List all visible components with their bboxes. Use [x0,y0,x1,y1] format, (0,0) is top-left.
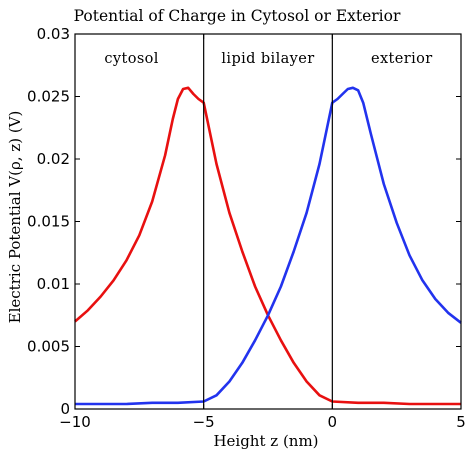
y-tick-label: 0.025 [27,88,70,106]
y-tick-label: 0.01 [37,275,70,293]
y-tick-label: 0.02 [37,150,70,168]
x-tick-label: 5 [456,413,466,431]
x-axis-label: Height z (nm) [213,432,318,450]
y-tick-label: 0.03 [37,25,70,43]
y-tick-label: 0.015 [27,213,70,231]
y-axis-label: Electric Potential V(ρ, z) (V) [6,111,24,324]
y-tick-label: 0 [60,400,70,418]
region-label: exterior [371,51,433,67]
x-tick-label: 0 [328,413,338,431]
series-line-2 [75,86,462,406]
x-tick-label: −5 [193,413,215,431]
chart-title: Potential of Charge in Cytosol or Exteri… [74,7,401,25]
plot-frame [74,33,462,410]
y-tick-label: 0.005 [27,338,70,356]
region-label: cytosol [104,51,158,67]
region-label: lipid bilayer [221,51,314,67]
series-line-1 [74,86,461,406]
x-tick-label: −10 [59,413,91,431]
plot-area: −10 −5 0 5 0 0.005 0.01 0.015 0.02 0.025 0.03 cytos… [27,25,466,431]
